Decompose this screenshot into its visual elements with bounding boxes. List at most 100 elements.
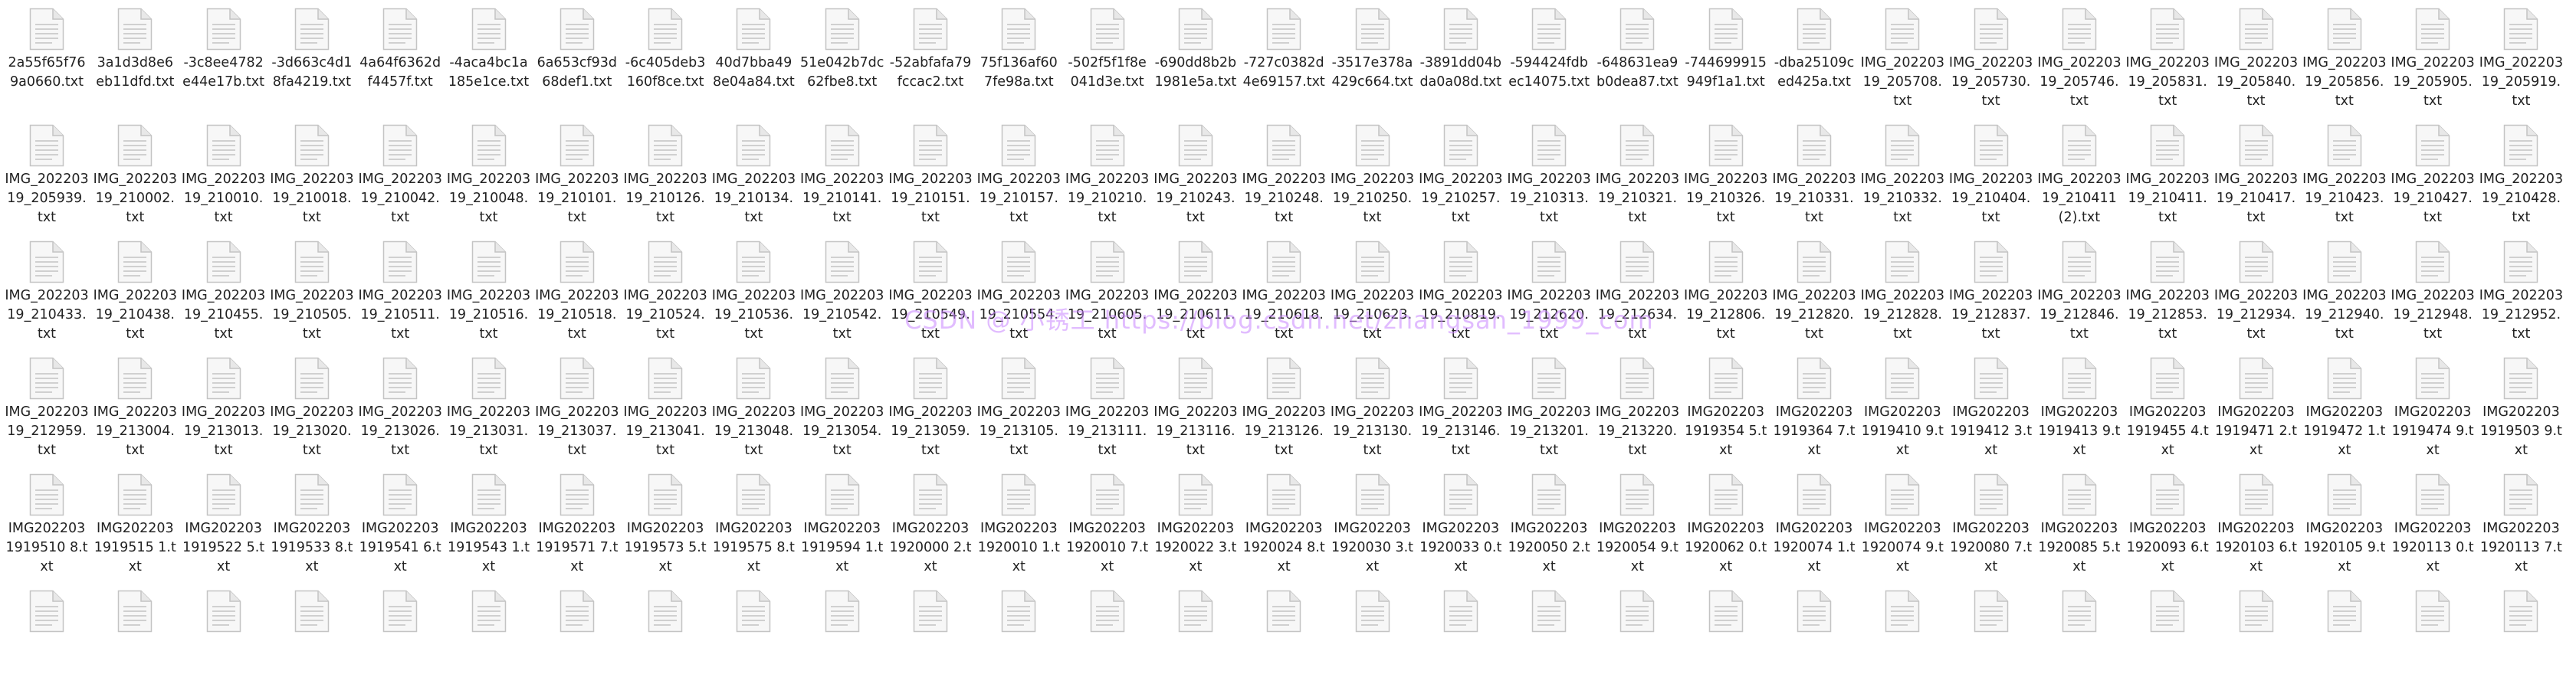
file-item[interactable]: [1419, 582, 1503, 697]
file-item[interactable]: IMG_20220319_212837.txt: [1949, 233, 2033, 348]
file-item[interactable]: IMG2022031920050 2.txt: [1507, 466, 1591, 581]
file-item[interactable]: IMG_20220319_213037.txt: [535, 349, 619, 464]
file-item[interactable]: -6c405deb3160f8ce.txt: [623, 0, 707, 115]
file-item[interactable]: IMG_20220319_210326.txt: [1684, 116, 1768, 231]
file-item[interactable]: 40d7bba498e04a84.txt: [711, 0, 796, 115]
file-item[interactable]: [1065, 582, 1150, 697]
file-item[interactable]: IMG_20220319_210819.txt: [1419, 233, 1503, 348]
file-item[interactable]: IMG_20220319_210417.txt: [2214, 116, 2299, 231]
file-item[interactable]: IMG_20220319_212934.txt: [2214, 233, 2299, 348]
file-item[interactable]: [182, 582, 266, 697]
file-item[interactable]: 2a55f65f769a0660.txt: [5, 0, 89, 115]
file-item[interactable]: IMG_20220319_210505.txt: [270, 233, 354, 348]
file-item[interactable]: IMG_20220319_210438.txt: [93, 233, 177, 348]
file-item[interactable]: IMG_20220319_210331.txt: [1772, 116, 1856, 231]
file-item[interactable]: -52abfafa79fccac2.txt: [888, 0, 973, 115]
file-item[interactable]: IMG2022031920113 7.txt: [2479, 466, 2563, 581]
file-item[interactable]: IMG_20220319_213105.txt: [976, 349, 1061, 464]
file-item[interactable]: IMG_20220319_205708.txt: [1860, 0, 1944, 115]
file-item[interactable]: IMG_20220319_212948.txt: [2391, 233, 2475, 348]
file-item[interactable]: IMG_20220319_210516.txt: [447, 233, 531, 348]
file-item[interactable]: IMG2022031919410 9.txt: [1860, 349, 1944, 464]
file-item[interactable]: IMG_20220319_210257.txt: [1419, 116, 1503, 231]
file-item[interactable]: IMG_20220319_205919.txt: [2479, 0, 2563, 115]
file-item[interactable]: IMG_20220319_210618.txt: [1242, 233, 1326, 348]
file-item[interactable]: [2037, 582, 2122, 697]
file-item[interactable]: IMG_20220319_210605.txt: [1065, 233, 1150, 348]
file-item[interactable]: -4aca4bc1a185e1ce.txt: [447, 0, 531, 115]
file-item[interactable]: IMG_20220319_210243.txt: [1153, 116, 1238, 231]
file-item[interactable]: IMG2022031919471 2.txt: [2214, 349, 2299, 464]
file-item[interactable]: [888, 582, 973, 697]
file-item[interactable]: [358, 582, 442, 697]
file-item[interactable]: IMG_20220319_213004.txt: [93, 349, 177, 464]
file-item[interactable]: [1949, 582, 2033, 697]
file-item[interactable]: IMG_20220319_213026.txt: [358, 349, 442, 464]
file-item[interactable]: IMG2022031919543 1.txt: [447, 466, 531, 581]
file-item[interactable]: IMG_20220319_210101.txt: [535, 116, 619, 231]
file-item[interactable]: -3517e378a429c664.txt: [1331, 0, 1415, 115]
file-item[interactable]: IMG_20220319_205831.txt: [2125, 0, 2210, 115]
file-item[interactable]: IMG_20220319_213059.txt: [888, 349, 973, 464]
file-item[interactable]: IMG_20220319_205746.txt: [2037, 0, 2122, 115]
file-item[interactable]: IMG_20220319_210611.txt: [1153, 233, 1238, 348]
file-item[interactable]: IMG_20220319_213201.txt: [1507, 349, 1591, 464]
file-item[interactable]: [1772, 582, 1856, 697]
file-item[interactable]: IMG_20220319_210010.txt: [182, 116, 266, 231]
file-item[interactable]: [1860, 582, 1944, 697]
file-item[interactable]: IMG2022031920000 2.txt: [888, 466, 973, 581]
file-item[interactable]: IMG_20220319_210018.txt: [270, 116, 354, 231]
file-item[interactable]: IMG_20220319_210518.txt: [535, 233, 619, 348]
file-item[interactable]: IMG_20220319_213146.txt: [1419, 349, 1503, 464]
file-item[interactable]: IMG2022031919522 5.txt: [182, 466, 266, 581]
file-item[interactable]: [800, 582, 884, 697]
file-item[interactable]: IMG_20220319_213020.txt: [270, 349, 354, 464]
file-item[interactable]: IMG_20220319_210250.txt: [1331, 116, 1415, 231]
file-item[interactable]: IMG_20220319_205939.txt: [5, 116, 89, 231]
file-item[interactable]: 75f136af607fe98a.txt: [976, 0, 1061, 115]
file-item[interactable]: IMG_20220319_210511.txt: [358, 233, 442, 348]
file-item[interactable]: IMG2022031920022 3.txt: [1153, 466, 1238, 581]
file-item[interactable]: IMG2022031920030 3.txt: [1331, 466, 1415, 581]
file-item[interactable]: IMG_20220319_212634.txt: [1595, 233, 1679, 348]
file-item[interactable]: IMG_20220319_210427.txt: [2391, 116, 2475, 231]
file-item[interactable]: 6a653cf93d68def1.txt: [535, 0, 619, 115]
file-item[interactable]: IMG_20220319_210313.txt: [1507, 116, 1591, 231]
file-item[interactable]: IMG_20220319_210321.txt: [1595, 116, 1679, 231]
file-item[interactable]: IMG_20220319_210157.txt: [976, 116, 1061, 231]
file-item[interactable]: IMG2022031920093 6.txt: [2125, 466, 2210, 581]
file-item[interactable]: IMG2022031919503 9.txt: [2479, 349, 2563, 464]
file-item[interactable]: IMG_20220319_210542.txt: [800, 233, 884, 348]
file-item[interactable]: IMG_20220319_210404.txt: [1949, 116, 2033, 231]
file-item[interactable]: IMG_20220319_212940.txt: [2302, 233, 2387, 348]
file-item[interactable]: [1507, 582, 1591, 697]
file-item[interactable]: IMG_20220319_212846.txt: [2037, 233, 2122, 348]
file-item[interactable]: [2479, 582, 2563, 697]
file-item[interactable]: -3d663c4d18fa4219.txt: [270, 0, 354, 115]
file-item[interactable]: IMG2022031920010 1.txt: [976, 466, 1061, 581]
file-item[interactable]: [2214, 582, 2299, 697]
file-item[interactable]: [2302, 582, 2387, 697]
file-item[interactable]: IMG_20220319_210524.txt: [623, 233, 707, 348]
file-item[interactable]: IMG_20220319_213130.txt: [1331, 349, 1415, 464]
file-item[interactable]: IMG_20220319_210151.txt: [888, 116, 973, 231]
file-item[interactable]: -502f5f1f8e041d3e.txt: [1065, 0, 1150, 115]
file-item[interactable]: IMG2022031920085 5.txt: [2037, 466, 2122, 581]
file-item[interactable]: IMG_20220319_210623.txt: [1331, 233, 1415, 348]
file-item[interactable]: IMG2022031919412 3.txt: [1949, 349, 2033, 464]
file-item[interactable]: [2125, 582, 2210, 697]
file-item[interactable]: [711, 582, 796, 697]
file-item[interactable]: -594424fdbec14075.txt: [1507, 0, 1591, 115]
file-item[interactable]: [2391, 582, 2475, 697]
file-item[interactable]: [1595, 582, 1679, 697]
file-item[interactable]: IMG2022031920103 6.txt: [2214, 466, 2299, 581]
file-item[interactable]: -3891dd04bda0a08d.txt: [1419, 0, 1503, 115]
file-item[interactable]: IMG2022031920113 0.txt: [2391, 466, 2475, 581]
file-item[interactable]: IMG2022031920033 0.txt: [1419, 466, 1503, 581]
file-item[interactable]: IMG2022031919594 1.txt: [800, 466, 884, 581]
file-item[interactable]: IMG_20220319_210428.txt: [2479, 116, 2563, 231]
file-item[interactable]: IMG_20220319_210433.txt: [5, 233, 89, 348]
file-item[interactable]: IMG_20220319_205840.txt: [2214, 0, 2299, 115]
file-item[interactable]: IMG2022031919474 9.txt: [2391, 349, 2475, 464]
file-item[interactable]: IMG_20220319_212853.txt: [2125, 233, 2210, 348]
